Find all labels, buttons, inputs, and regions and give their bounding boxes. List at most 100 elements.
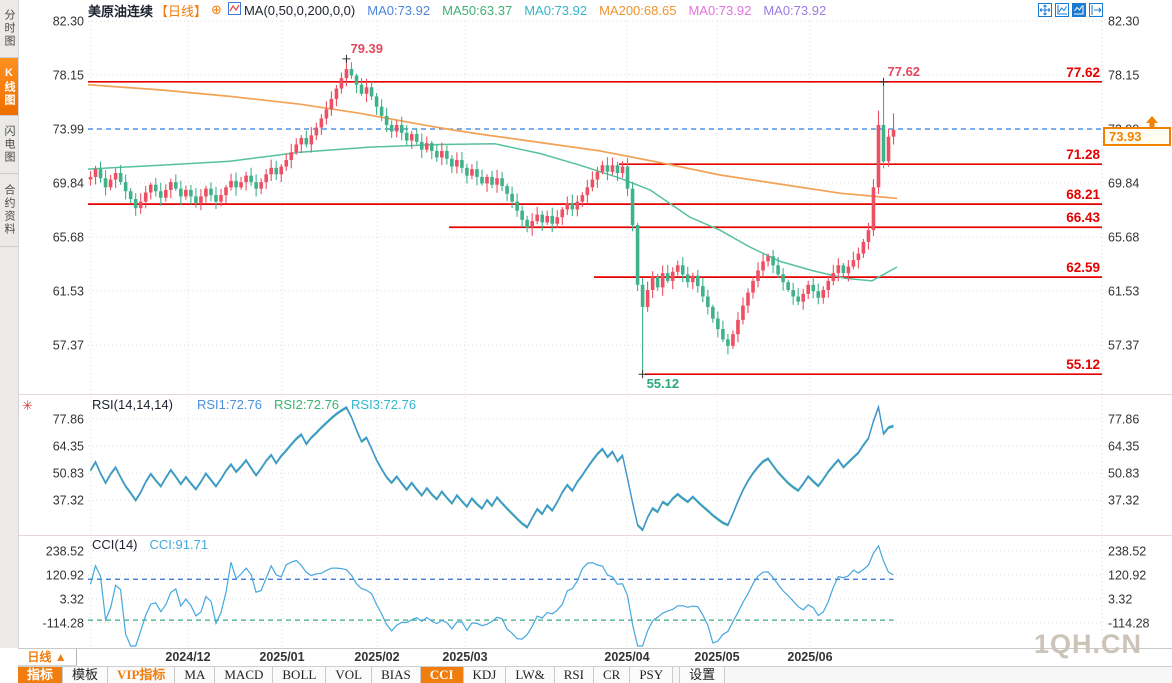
rsi2-line [90,406,894,532]
main-ytick-left-6: 57.37 [53,338,84,352]
cci-ytick-right-0: 238.52 [1108,545,1146,559]
rsi3-line [90,404,894,530]
toolbar-item-2[interactable]: VIP指标 [108,667,176,683]
date-label-5: 2025/05 [694,650,740,664]
toolbar-item-9[interactable]: KDJ [463,667,507,683]
sidebar-tab-2[interactable]: 闪电图 [0,116,18,174]
main-ytick-right-4: 65.68 [1108,230,1139,244]
pan-icon[interactable] [1038,3,1052,17]
toolbar-item-12[interactable]: CR [593,667,631,683]
rsi-ytick-right-0: 77.86 [1108,413,1139,427]
toolbar-item-4[interactable]: MACD [215,667,274,683]
ma-value-0: MA0:73.92 [367,2,431,18]
date-label-6: 2025/06 [787,650,833,664]
toolbar-item-5[interactable]: BOLL [273,667,327,683]
sidebar-bottom-spacer [0,648,18,683]
site-watermark: 1QH.CN [1034,629,1143,659]
ma-value-4: MA0:73.92 [688,2,752,18]
main-ytick-right-1: 78.15 [1108,68,1139,82]
date-label-1: 2025/01 [259,650,305,664]
indicator-toolbar: 指标 模板 VIP指标 MA MACD BOLL VOL BIAS CCI KDJ LW& RSI CR… [18,666,1172,683]
cci-ytick-left-1: 120.92 [46,569,84,583]
date-label-4: 2025/04 [604,650,650,664]
date-label-3: 2025/03 [442,650,488,664]
toolbar-item-13[interactable]: PSY [630,667,674,683]
cci-ytick-right-2: 3.32 [1108,593,1132,607]
cci-header: CCI(14) CCI:91.71 [92,537,208,552]
extreme-cross-0 [342,54,351,63]
chart-window-icons [1038,3,1103,17]
main-ytick-right-3: 69.84 [1108,176,1139,190]
sidebar-tab-1[interactable]: K线图 [0,58,18,116]
kline-mini-icon [227,2,241,18]
rsi-header: RSI(14,14,14) RSI1:72.76 RSI2:72.76 RSI3:72… [92,397,416,412]
level-label-3: 66.43 [1066,210,1100,225]
cci-ytick-left-0: 238.52 [46,545,84,559]
cci-ytick-right-3: -114.28 [1108,617,1150,631]
price-chart-canvas[interactable]: 77.62 71.28 68.21 66.43 62.59 55.12 79.39 77.62… [0,0,1172,650]
rsi-title: RSI(14,14,14) [92,397,173,412]
ma50-line [87,143,898,282]
rsi-value-0: RSI1:72.76 [196,397,262,412]
main-ytick-right-5: 61.53 [1108,284,1139,298]
cci-ytick-left-3: -114.28 [43,617,85,631]
exit-chart-icon[interactable] [1089,3,1103,17]
ma200-line [87,83,898,200]
rsi-value-1: RSI2:72.76 [273,397,340,412]
period-selector-button[interactable]: 日线 ▲ [18,649,77,666]
last-price-tag: 73.93 [1103,127,1171,146]
ma-formula: MA(0,50,0,200,0,0) [243,2,356,18]
toolbar-item-8[interactable]: CCI [420,667,464,683]
extreme-cross-2 [638,370,647,379]
add-indicator-icon[interactable]: ⊕ [211,2,222,17]
main-ytick-left-2: 73.99 [53,122,84,136]
main-ytick-left-5: 61.53 [53,284,84,298]
cci-title: CCI(14) [92,537,138,552]
ma-value-2: MA0:73.92 [524,2,588,18]
rsi-ytick-right-1: 64.35 [1108,440,1139,454]
axis-scale-right-icon[interactable] [1072,3,1086,17]
level-label-1: 71.28 [1066,147,1100,162]
toolbar-item-6[interactable]: VOL [326,667,373,683]
level-label-5: 55.12 [1066,357,1100,372]
period-tag[interactable]: 【日线】 [155,3,208,19]
date-label-2: 2025/02 [354,650,400,664]
annotation-77.62: 77.62 [888,64,921,79]
toolbar-item-7[interactable]: BIAS [372,667,421,683]
toolbar-item-11[interactable]: RSI [554,667,594,683]
rsi-ytick-left-2: 50.83 [53,467,84,481]
level-label-2: 68.21 [1066,187,1100,202]
main-ytick-left-0: 82.30 [53,15,84,29]
toolbar-item-0[interactable]: 指标 [18,667,64,683]
level-label-0: 77.62 [1066,65,1100,80]
annotation-55.12: 55.12 [647,376,680,391]
indicator-settings-icon[interactable]: ✳ [22,398,33,413]
date-label-0: 2024/12 [165,650,211,664]
price-up-arrow-icon [1146,116,1158,129]
annotation-79.39: 79.39 [350,41,383,56]
sidebar-tab-3[interactable]: 合约资料 [0,174,18,247]
ma-value-list: MA0:73.92 MA50:63.37 MA0:73.92 MA200:68.65 M… [355,3,826,18]
cci-line [89,544,894,647]
toolbar-item-3[interactable]: MA [175,667,216,683]
rsi-ytick-left-3: 37.32 [53,494,84,508]
axis-scale-icon[interactable] [1055,3,1069,17]
extreme-cross-1 [879,77,888,86]
ma-value-1: MA50:63.37 [442,2,513,18]
toolbar-item-14[interactable]: 设置 [679,667,726,683]
rsi-value-list: RSI1:72.76 RSI2:72.76 RSI3:72.76 [185,397,416,412]
rsi-ytick-right-3: 37.32 [1108,494,1139,508]
ma-value-3: MA200:68.65 [599,2,677,18]
rsi-ytick-left-1: 64.35 [53,440,84,454]
rsi1-line [89,404,894,532]
x-axis-strip: 日线 ▲ 2024/12 2025/01 2025/02 2025/03 2025/04… [18,648,1172,666]
rsi-value-2: RSI3:72.76 [351,397,417,412]
sidebar-tab-0[interactable]: 分时图 [0,0,18,58]
cci-ytick-right-1: 120.92 [1108,569,1146,583]
toolbar-item-10[interactable]: LW& [506,667,555,683]
ma-value-5: MA0:73.92 [763,2,827,18]
level-label-4: 62.59 [1066,260,1100,275]
toolbar-item-1[interactable]: 模板 [63,667,109,683]
cci-value: CCI:91.71 [149,537,209,552]
